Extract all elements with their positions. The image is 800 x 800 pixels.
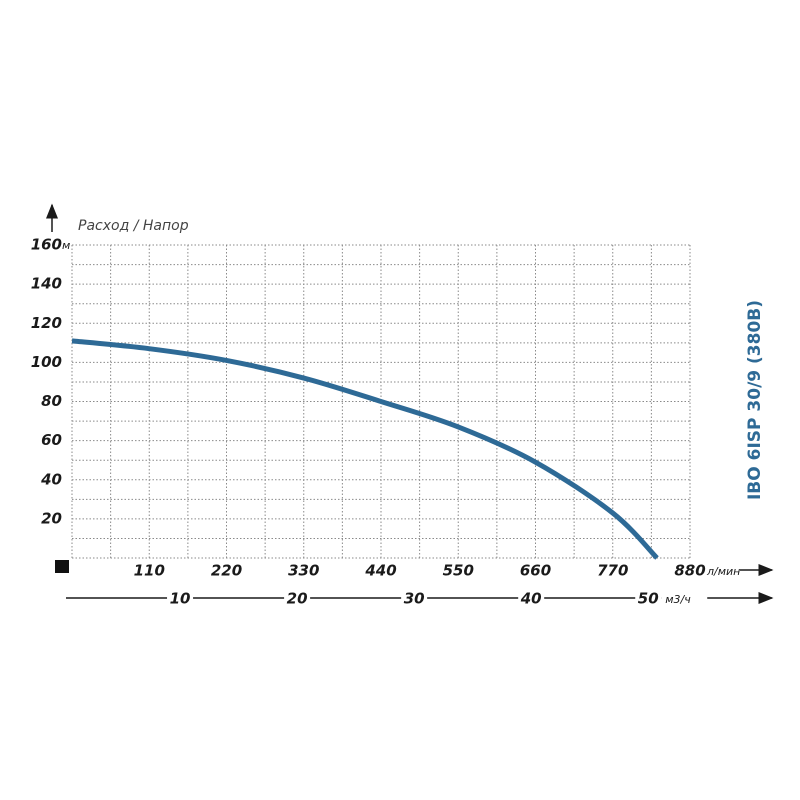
x2-unit: м3/ч bbox=[665, 593, 691, 606]
y-tick-label: 120 bbox=[31, 314, 62, 332]
x-tick-label: 660 bbox=[520, 562, 551, 580]
chart-title: IBO 6ISP 30/9 (380B) bbox=[745, 300, 765, 500]
origin-square bbox=[55, 560, 69, 573]
label-bg bbox=[661, 588, 708, 608]
x-tick-label: 220 bbox=[211, 562, 242, 580]
x-tick-label: 110 bbox=[134, 562, 165, 580]
y-tick-label: 160 bbox=[31, 236, 62, 254]
y-tick-label: 60 bbox=[41, 431, 62, 449]
x-tick-label: 330 bbox=[288, 562, 319, 580]
x-tick-label: 550 bbox=[443, 562, 474, 580]
y-tick-label: 80 bbox=[41, 392, 62, 410]
x2-tick-label: 10 bbox=[170, 590, 191, 608]
x2-tick-label: 20 bbox=[287, 590, 308, 608]
x2-tick-label: 30 bbox=[404, 590, 425, 608]
label-bg bbox=[284, 588, 311, 608]
y-tick-label: 40 bbox=[40, 470, 62, 488]
x-tick-label: 770 bbox=[597, 562, 628, 580]
x-unit: л/мин bbox=[706, 565, 740, 578]
x-tick-label: 440 bbox=[364, 562, 396, 580]
label-bg bbox=[518, 588, 545, 608]
label-bg bbox=[401, 588, 428, 608]
x-tick-label: 880 bbox=[674, 562, 705, 580]
x2-tick-label: 50 bbox=[638, 590, 659, 608]
y-tick-label: 20 bbox=[41, 509, 62, 527]
y-tick-label: 100 bbox=[31, 353, 62, 371]
y-unit: м bbox=[62, 239, 70, 252]
pump-curve bbox=[71, 338, 659, 560]
label-bg bbox=[635, 588, 662, 608]
y-label: Расход / Напор bbox=[78, 218, 189, 234]
label-bg bbox=[167, 588, 194, 608]
x2-tick-label: 40 bbox=[520, 590, 542, 608]
y-tick-label: 140 bbox=[31, 275, 62, 293]
